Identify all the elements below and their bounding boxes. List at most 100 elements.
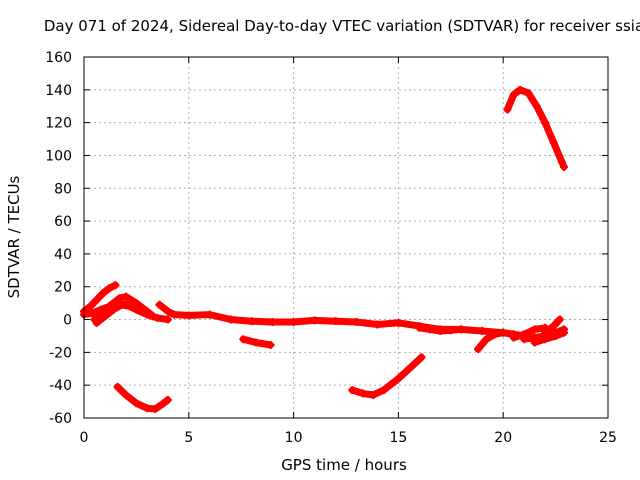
- data-point: [266, 340, 275, 349]
- data-point: [170, 310, 179, 319]
- y-tick-label: -20: [49, 345, 72, 361]
- data-point: [394, 318, 403, 327]
- data-point: [530, 338, 539, 347]
- data-point: [109, 305, 118, 314]
- axis-ticks: -60 -40 -20 0 20 40 60 80 100 120 140 160 0 5 10 15 20 25: [45, 50, 617, 446]
- data-point: [509, 90, 518, 99]
- data-point: [86, 302, 95, 311]
- data-point: [379, 386, 388, 395]
- y-tick-label: 140: [45, 83, 72, 99]
- data-point: [184, 311, 193, 320]
- data-point: [117, 300, 126, 309]
- data-point: [352, 318, 361, 327]
- data-point: [406, 363, 415, 372]
- data-point: [126, 302, 135, 311]
- data-point: [163, 395, 172, 404]
- data-point: [331, 317, 340, 326]
- data-series: [80, 85, 568, 413]
- data-point: [524, 89, 533, 98]
- data-point: [251, 338, 260, 347]
- data-point: [478, 327, 487, 336]
- plot-frame: [83, 56, 609, 419]
- data-point: [415, 323, 424, 332]
- y-tick-label: -40: [49, 378, 72, 394]
- x-axis-label: GPS time / hours: [281, 456, 407, 474]
- data-point: [555, 315, 564, 324]
- series-track-g: [113, 382, 172, 413]
- y-tick-label: 100: [45, 148, 72, 164]
- data-point: [499, 328, 508, 337]
- data-point: [155, 300, 164, 309]
- series-track-f: [239, 335, 275, 349]
- x-tick-label: 15: [389, 430, 407, 446]
- data-point: [509, 333, 518, 342]
- x-tick-label: 25: [599, 430, 617, 446]
- data-point: [530, 325, 539, 334]
- data-point: [358, 389, 367, 398]
- y-tick-label: 120: [45, 116, 72, 132]
- data-point: [474, 345, 483, 354]
- data-point: [226, 315, 235, 324]
- data-point: [163, 307, 172, 316]
- data-point: [100, 312, 109, 321]
- data-point: [457, 325, 466, 334]
- data-point: [88, 308, 97, 317]
- y-tick-label: 20: [54, 280, 72, 296]
- data-point: [559, 328, 568, 337]
- x-tick-label: 10: [285, 430, 303, 446]
- data-point: [268, 318, 277, 327]
- data-point: [417, 353, 426, 362]
- data-point: [163, 315, 172, 324]
- data-point: [348, 386, 357, 395]
- data-point: [289, 318, 298, 327]
- data-point: [147, 310, 156, 319]
- data-point: [142, 404, 151, 413]
- data-point: [239, 335, 248, 344]
- data-point: [446, 326, 455, 335]
- series-track-i: [503, 85, 568, 171]
- data-point: [205, 310, 214, 319]
- data-point: [549, 138, 558, 147]
- data-point: [92, 295, 101, 304]
- data-point: [105, 284, 114, 293]
- y-tick-label: 40: [54, 247, 72, 263]
- series-track-m: [530, 328, 568, 347]
- data-point: [436, 327, 445, 336]
- data-point: [121, 292, 130, 301]
- series-track-d: [92, 300, 156, 327]
- y-tick-label: 60: [54, 214, 72, 230]
- data-point: [557, 158, 566, 167]
- data-point: [551, 331, 560, 340]
- data-point: [515, 85, 524, 94]
- data-point: [310, 316, 319, 325]
- data-point: [394, 374, 403, 383]
- data-point: [482, 335, 491, 344]
- data-point: [541, 328, 550, 337]
- data-point: [373, 320, 382, 329]
- chart-title: Day 071 of 2024, Sidereal Day-to-day VTE…: [44, 17, 640, 35]
- data-point: [369, 391, 378, 400]
- data-point: [490, 330, 499, 339]
- data-point: [503, 105, 512, 114]
- data-point: [115, 294, 124, 303]
- series-track-n: [541, 315, 564, 337]
- grid: [84, 57, 608, 418]
- x-tick-label: 0: [80, 430, 89, 446]
- data-point: [113, 382, 122, 391]
- data-point: [136, 307, 145, 316]
- y-tick-label: -60: [49, 411, 72, 427]
- series-track-e: [155, 300, 529, 340]
- data-point: [549, 322, 558, 331]
- y-tick-label: 0: [63, 313, 72, 329]
- data-point: [151, 404, 160, 413]
- data-point: [92, 318, 101, 327]
- series-line: [510, 324, 549, 342]
- data-point: [541, 118, 550, 127]
- y-tick-label: 160: [45, 50, 72, 66]
- data-point: [121, 391, 130, 400]
- data-point: [532, 102, 541, 111]
- data-point: [132, 399, 141, 408]
- series-track-o: [415, 323, 466, 336]
- x-tick-label: 5: [184, 430, 193, 446]
